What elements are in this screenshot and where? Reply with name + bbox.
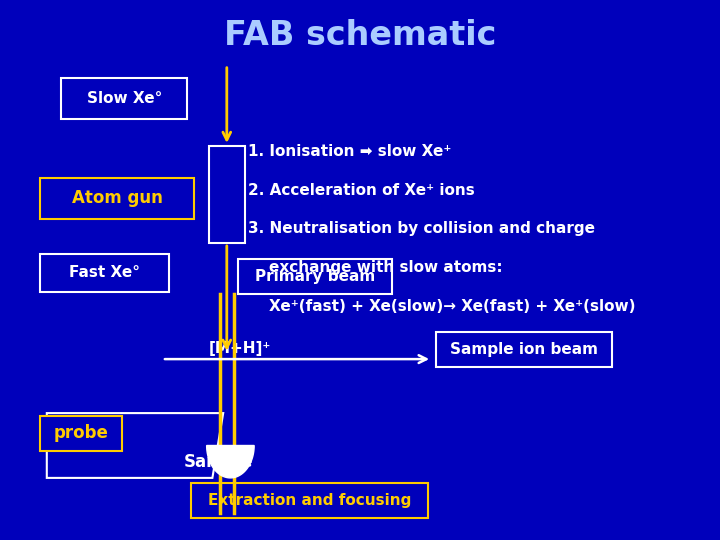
Text: exchange with slow atoms:: exchange with slow atoms: xyxy=(248,260,503,275)
Bar xyxy=(191,483,428,518)
Bar xyxy=(238,259,392,294)
Text: Fast Xe°: Fast Xe° xyxy=(69,265,140,280)
Bar xyxy=(40,178,194,219)
Text: 1. Ionisation ➡ slow Xe⁺: 1. Ionisation ➡ slow Xe⁺ xyxy=(248,144,451,159)
Text: 2. Acceleration of Xe⁺ ions: 2. Acceleration of Xe⁺ ions xyxy=(248,183,475,198)
Text: Sample ion beam: Sample ion beam xyxy=(450,342,598,357)
Polygon shape xyxy=(207,446,254,478)
Text: FAB schematic: FAB schematic xyxy=(224,18,496,52)
Text: [M+H]⁺: [M+H]⁺ xyxy=(209,341,271,356)
Text: Atom gun: Atom gun xyxy=(71,190,163,207)
Text: Xe⁺(fast) + Xe(slow)→ Xe(fast) + Xe⁺(slow): Xe⁺(fast) + Xe(slow)→ Xe(fast) + Xe⁺(slo… xyxy=(248,299,636,314)
Bar xyxy=(209,146,245,243)
Text: Sample: Sample xyxy=(184,453,253,471)
Bar xyxy=(40,254,169,292)
Text: Extraction and focusing: Extraction and focusing xyxy=(208,494,411,508)
Text: Slow Xe°: Slow Xe° xyxy=(86,91,162,106)
Text: Primary beam: Primary beam xyxy=(255,269,375,284)
Polygon shape xyxy=(47,413,223,478)
Text: probe: probe xyxy=(53,424,109,442)
Bar xyxy=(61,78,187,119)
Text: 3. Neutralisation by collision and charge: 3. Neutralisation by collision and charg… xyxy=(248,221,595,237)
Bar xyxy=(40,416,122,451)
Bar xyxy=(436,332,612,367)
